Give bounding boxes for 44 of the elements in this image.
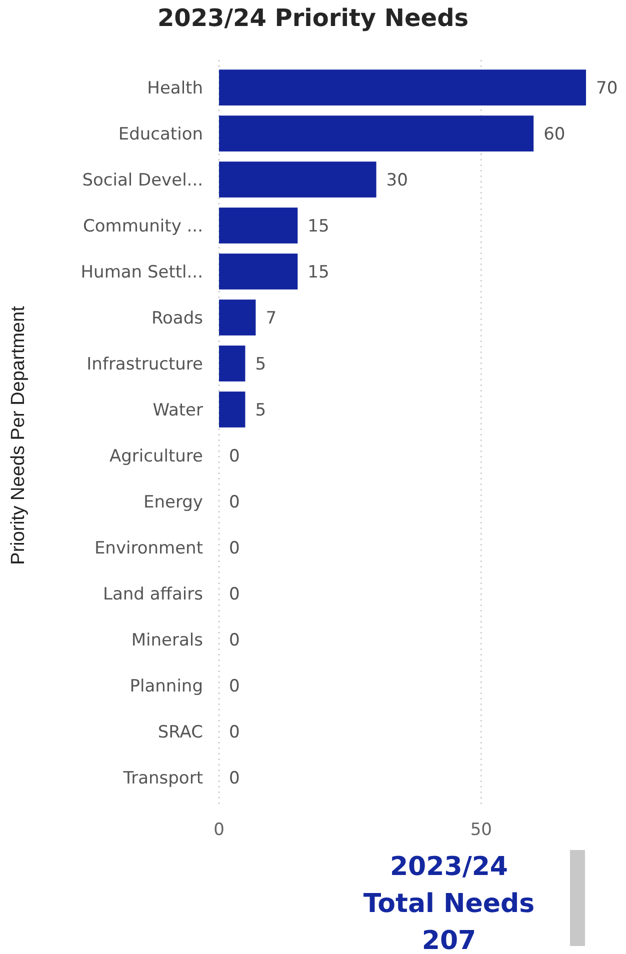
data-label: 0 xyxy=(229,676,240,696)
data-label: 0 xyxy=(229,768,240,788)
y-tick-label: Social Devel... xyxy=(82,170,203,190)
y-tick-label: Water xyxy=(152,400,203,420)
bar xyxy=(219,392,246,428)
data-label: 0 xyxy=(229,630,240,650)
y-tick-label: Land affairs xyxy=(103,584,204,604)
bar xyxy=(219,254,298,290)
chart-title: 2023/24 Priority Needs xyxy=(157,4,469,32)
data-label: 60 xyxy=(544,124,566,144)
y-tick-label: Energy xyxy=(143,492,203,512)
y-tick-label: Planning xyxy=(130,676,203,696)
y-tick-label: Minerals xyxy=(131,630,204,650)
bar xyxy=(219,116,534,152)
data-label: 5 xyxy=(255,354,266,374)
data-label: 0 xyxy=(229,492,240,512)
data-label: 7 xyxy=(266,308,277,328)
data-label: 30 xyxy=(386,170,408,190)
y-tick-label: Environment xyxy=(94,538,204,558)
bar xyxy=(219,346,246,382)
data-label: 0 xyxy=(229,446,240,466)
bar xyxy=(219,300,256,336)
y-tick-label: Roads xyxy=(151,308,204,328)
data-label: 15 xyxy=(308,262,330,282)
data-label: 0 xyxy=(229,538,240,558)
bar xyxy=(219,70,586,106)
data-label: 0 xyxy=(229,722,240,742)
data-label: 70 xyxy=(596,78,618,98)
x-tick-label: 50 xyxy=(470,820,492,840)
data-label: 15 xyxy=(308,216,330,236)
y-tick-label: Community ... xyxy=(82,216,203,236)
y-tick-label: Health xyxy=(147,78,203,98)
data-label: 5 xyxy=(255,400,266,420)
y-tick-label: Transport xyxy=(122,768,204,788)
bar xyxy=(219,208,298,244)
y-axis-title: Priority Needs Per Department xyxy=(8,305,29,565)
data-label: 0 xyxy=(229,584,240,604)
y-tick-label: SRAC xyxy=(158,722,203,742)
bar xyxy=(219,162,376,198)
y-tick-label: Education xyxy=(118,124,203,144)
text: 2023/24 Total Needs 207 xyxy=(363,852,535,954)
y-tick-label: Agriculture xyxy=(110,446,203,466)
y-tick-label: Infrastructure xyxy=(86,354,203,374)
y-tick-label: Human Settl... xyxy=(80,262,203,282)
